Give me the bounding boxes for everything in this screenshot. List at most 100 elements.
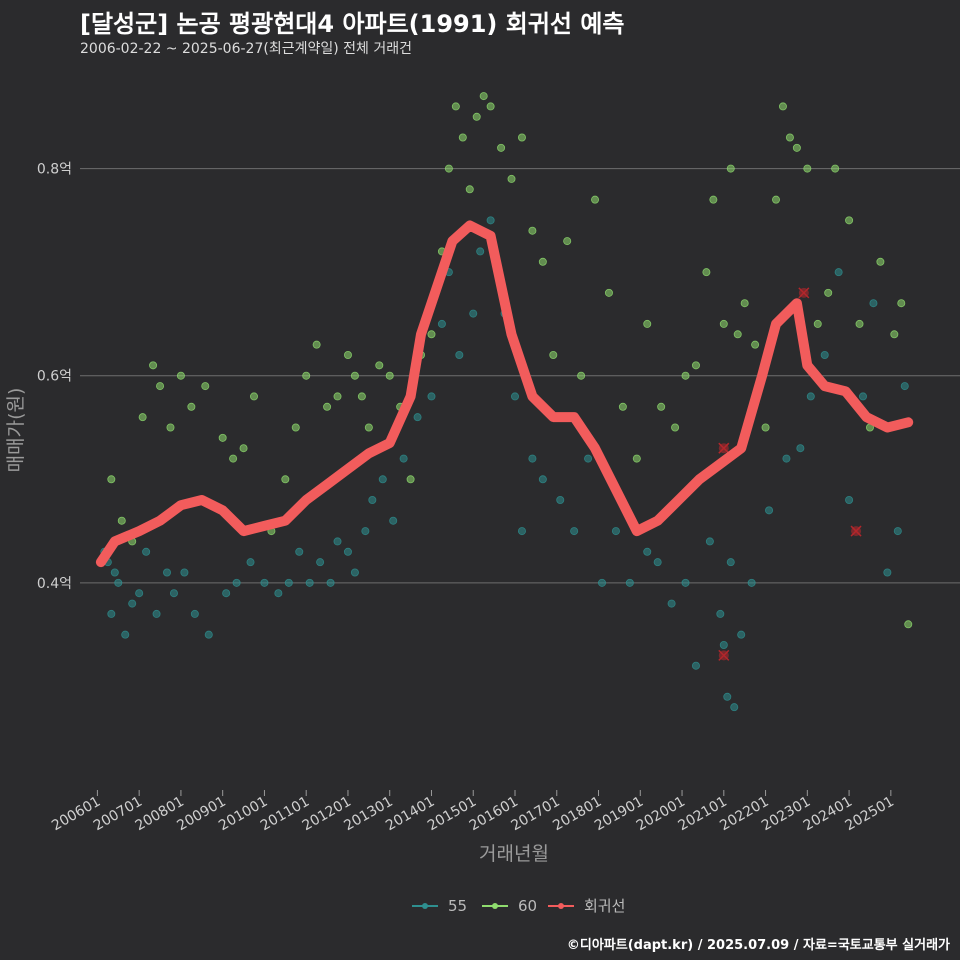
- data-point: [803, 164, 812, 173]
- data-point: [510, 392, 519, 401]
- data-point: [427, 330, 436, 339]
- data-point: [142, 547, 151, 556]
- data-point: [180, 568, 189, 577]
- data-point: [305, 578, 314, 587]
- data-point: [740, 299, 749, 308]
- data-point: [249, 392, 258, 401]
- data-point: [152, 609, 161, 618]
- data-point: [350, 568, 359, 577]
- legend-label: 60: [518, 897, 537, 915]
- data-point: [507, 174, 516, 183]
- data-point: [169, 589, 178, 598]
- data-point: [591, 195, 600, 204]
- data-point: [653, 558, 662, 567]
- data-point: [556, 495, 565, 504]
- data-point: [761, 423, 770, 432]
- data-point: [702, 268, 711, 277]
- outlier-marker: [850, 525, 862, 537]
- data-point: [681, 371, 690, 380]
- y-tick-label: 0.4억: [37, 576, 72, 592]
- data-point: [357, 392, 366, 401]
- data-point: [176, 371, 185, 380]
- data-point: [312, 340, 321, 349]
- data-point: [570, 527, 579, 536]
- data-point: [295, 547, 304, 556]
- data-point: [333, 392, 342, 401]
- data-point: [528, 226, 537, 235]
- data-point: [765, 506, 774, 515]
- data-point: [890, 330, 899, 339]
- data-point: [611, 527, 620, 536]
- regression-path: [95, 220, 914, 568]
- data-point: [538, 475, 547, 484]
- data-point: [584, 454, 593, 463]
- data-point: [128, 599, 137, 608]
- data-point: [859, 392, 868, 401]
- y-tick-label: 0.8억: [37, 162, 72, 178]
- data-point: [691, 361, 700, 370]
- data-point: [726, 558, 735, 567]
- data-point: [486, 102, 495, 111]
- axes: 0.4억0.6억0.8억2006012007012008012009012010…: [37, 162, 897, 835]
- data-point: [465, 185, 474, 194]
- data-point: [427, 392, 436, 401]
- data-point: [455, 350, 464, 359]
- data-point: [291, 423, 300, 432]
- data-point: [389, 516, 398, 525]
- data-point: [284, 578, 293, 587]
- data-point: [246, 558, 255, 567]
- footer-credit: ©디아파트(dapt.kr) / 2025.07.09 / 자료=국토교통부 실…: [566, 938, 950, 953]
- data-point: [893, 527, 902, 536]
- y-tick-label: 0.6억: [37, 369, 72, 385]
- data-point: [479, 92, 488, 101]
- data-point: [667, 599, 676, 608]
- data-point: [604, 288, 613, 297]
- outlier-marker: [718, 649, 730, 661]
- outlier-marker: [718, 442, 730, 454]
- data-point: [726, 164, 735, 173]
- data-point: [486, 216, 495, 225]
- data-point: [845, 216, 854, 225]
- data-point: [625, 578, 634, 587]
- data-point: [883, 568, 892, 577]
- data-point: [719, 319, 728, 328]
- data-point: [413, 413, 422, 422]
- data-point: [117, 516, 126, 525]
- data-point: [598, 578, 607, 587]
- data-point: [260, 578, 269, 587]
- data-point: [350, 371, 359, 380]
- legend-item: 60: [482, 897, 537, 915]
- data-point: [897, 299, 906, 308]
- data-point: [785, 133, 794, 142]
- data-point: [733, 330, 742, 339]
- outlier-marker: [798, 287, 810, 299]
- data-point: [187, 402, 196, 411]
- data-point: [385, 371, 394, 380]
- legend-label: 회귀선: [584, 897, 625, 915]
- data-point: [232, 578, 241, 587]
- data-point: [796, 444, 805, 453]
- data-point: [107, 609, 116, 618]
- x-axis-title: 거래년월: [479, 843, 549, 865]
- data-point: [437, 319, 446, 328]
- data-point: [316, 558, 325, 567]
- data-point: [900, 382, 909, 391]
- data-point: [869, 299, 878, 308]
- data-point: [472, 112, 481, 121]
- data-point: [281, 475, 290, 484]
- data-point: [876, 257, 885, 266]
- data-point: [497, 143, 506, 152]
- data-point: [361, 527, 370, 536]
- data-point: [747, 578, 756, 587]
- data-point: [723, 692, 732, 701]
- data-point: [577, 371, 586, 380]
- data-point: [406, 475, 415, 484]
- x-tick-label: 202501: [843, 794, 897, 835]
- data-point: [138, 413, 147, 422]
- data-point: [333, 537, 342, 546]
- data-point: [190, 609, 199, 618]
- data-point: [458, 133, 467, 142]
- legend-item: 회귀선: [548, 897, 625, 915]
- data-point: [451, 102, 460, 111]
